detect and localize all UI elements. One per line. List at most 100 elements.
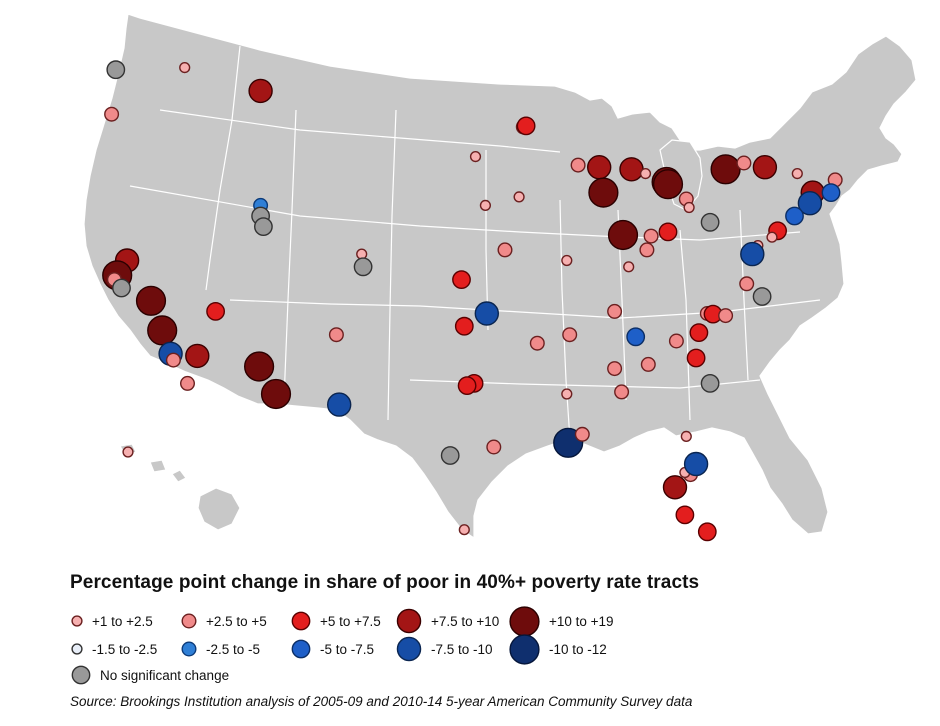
map-circle [643, 228, 659, 244]
us-map [83, 13, 917, 542]
map-circle [179, 61, 191, 74]
map-circle [452, 270, 471, 289]
legend-label: -2.5 to -5 [206, 641, 261, 657]
map-circle [474, 301, 499, 326]
legend-item: +2.5 to +5 [180, 610, 267, 632]
legend-item: -7.5 to -10 [395, 636, 493, 662]
legend-swatch-circle [291, 639, 311, 659]
legend-label: -7.5 to -10 [431, 641, 493, 657]
legend-swatch-circle [291, 611, 311, 631]
map-circle [797, 190, 823, 216]
legend-item: +1 to +2.5 [70, 610, 153, 632]
map-circle [561, 388, 573, 400]
legend-swatch [509, 633, 540, 665]
legend-swatch [396, 608, 422, 634]
legend-label: +7.5 to +10 [431, 613, 500, 629]
map-circle [513, 191, 525, 203]
map-circle [619, 157, 644, 182]
map-circle [710, 154, 741, 185]
legend-swatch-circle [181, 613, 197, 629]
legend-title: Percentage point change in share of poor… [70, 572, 700, 593]
map-circle [739, 276, 755, 292]
map-circle [623, 261, 635, 273]
map-circle [457, 376, 477, 395]
map-circle [639, 168, 652, 180]
map-circle [697, 522, 717, 542]
map-circle [640, 356, 656, 372]
map-circle [766, 231, 778, 243]
map-circle [736, 155, 752, 171]
legend-swatch [291, 639, 311, 659]
us-mainland [83, 13, 917, 540]
map-circle [658, 222, 678, 242]
map-circle [785, 206, 804, 226]
map-circle [486, 439, 502, 455]
map-circle [700, 373, 720, 393]
map-circle [248, 78, 273, 104]
hawaii [119, 443, 241, 531]
map-circle [680, 430, 692, 443]
map-circle [179, 375, 195, 391]
map-circle [689, 323, 709, 342]
map-circle [821, 183, 841, 203]
legend-label: +10 to +19 [549, 613, 614, 629]
legend-item: +10 to +19 [508, 605, 614, 637]
map-circle [652, 169, 684, 200]
legend-label: +1 to +2.5 [92, 613, 153, 629]
legend-swatch-circle [71, 615, 83, 627]
map-circle [458, 524, 470, 536]
map-circle [639, 242, 655, 258]
map-circle [683, 451, 709, 477]
legend-swatch [181, 641, 197, 657]
map-circle [260, 378, 292, 410]
map-circle [479, 199, 492, 212]
legend-label: -1.5 to -2.5 [92, 641, 158, 657]
map-circle [244, 351, 275, 382]
map-circle [469, 151, 482, 163]
map-circle [561, 254, 573, 267]
legend-label: -10 to -12 [549, 641, 607, 657]
map-circle [607, 303, 623, 319]
legend-swatch [71, 615, 83, 627]
map-circle [104, 106, 120, 122]
map-circle [497, 242, 513, 258]
legend-swatch [291, 611, 311, 631]
map-circle [700, 212, 720, 232]
legend-swatch-circle [71, 665, 91, 685]
map-circle [607, 219, 639, 251]
map-circle [791, 168, 803, 180]
map-circle [718, 308, 734, 324]
map-circle [752, 287, 772, 306]
map-circle [574, 426, 590, 442]
map-circle [122, 446, 134, 458]
map-circle [675, 505, 695, 525]
map-circle [662, 475, 688, 500]
change-circles [102, 60, 843, 542]
map-canvas [83, 13, 917, 542]
legend-swatch [71, 665, 91, 685]
legend-swatch-circle [509, 605, 540, 637]
map-circle [165, 352, 181, 368]
legend-label: No significant change [100, 667, 230, 683]
map-circle [440, 446, 460, 465]
map-circle [562, 327, 578, 343]
map-circle [588, 177, 619, 208]
map-circle [454, 316, 474, 336]
map-circle [740, 241, 765, 267]
map-circle [185, 343, 210, 369]
map-circle [328, 327, 344, 343]
source-note: Source: Brookings Institution analysis o… [70, 694, 693, 709]
map-circle [626, 327, 646, 347]
map-circle [614, 384, 630, 400]
legend-label: +2.5 to +5 [206, 613, 267, 629]
legend-item: -2.5 to -5 [180, 638, 260, 660]
legend-item: -1.5 to -2.5 [70, 638, 157, 660]
map-circle [327, 392, 352, 417]
legend-label: -5 to -7.5 [320, 641, 375, 657]
map-circle [147, 315, 178, 346]
map-circle [253, 217, 273, 237]
legend-item: +5 to +7.5 [290, 610, 381, 632]
legend-swatch [181, 613, 197, 629]
legend-item: +7.5 to +10 [395, 608, 500, 634]
legend-swatch-circle [396, 636, 422, 662]
